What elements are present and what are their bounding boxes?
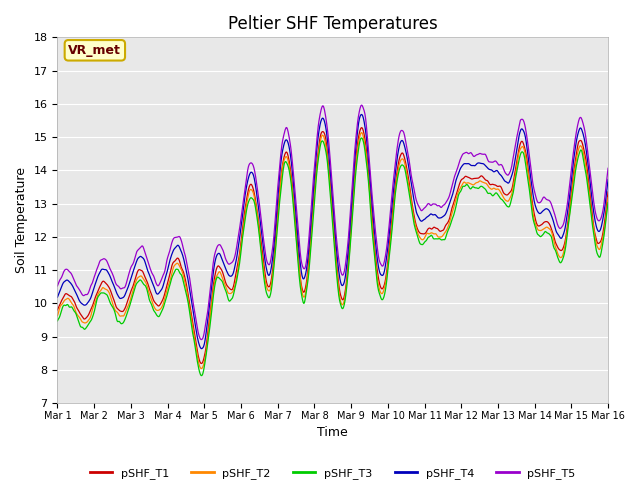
pSHF_T5 xyxy=(96,258,104,264)
pSHF_T3 xyxy=(367,220,375,226)
pSHF_T4 xyxy=(358,112,365,118)
pSHF_T2 xyxy=(309,213,317,219)
pSHF_T3 xyxy=(358,135,365,141)
pSHF_T5 xyxy=(358,102,365,108)
pSHF_T2 xyxy=(287,178,295,184)
pSHF_T1 xyxy=(358,125,365,131)
Legend: pSHF_T1, pSHF_T2, pSHF_T3, pSHF_T4, pSHF_T5: pSHF_T1, pSHF_T2, pSHF_T3, pSHF_T4, pSHF… xyxy=(85,464,580,480)
pSHF_T5 xyxy=(309,184,317,190)
pSHF_T4 xyxy=(96,269,104,275)
Line: pSHF_T1: pSHF_T1 xyxy=(58,128,608,363)
pSHF_T3 xyxy=(54,318,61,324)
Line: pSHF_T2: pSHF_T2 xyxy=(58,132,608,369)
pSHF_T2 xyxy=(367,213,375,218)
pSHF_T3 xyxy=(287,183,295,189)
pSHF_T1 xyxy=(198,360,205,366)
Y-axis label: Soil Temperature: Soil Temperature xyxy=(15,167,28,273)
pSHF_T4 xyxy=(367,194,375,200)
pSHF_T5 xyxy=(198,336,205,342)
pSHF_T2 xyxy=(198,366,205,372)
pSHF_T5 xyxy=(367,185,375,191)
pSHF_T1 xyxy=(287,174,295,180)
pSHF_T3 xyxy=(96,291,104,297)
pSHF_T3 xyxy=(118,321,126,326)
pSHF_T5 xyxy=(54,283,61,289)
pSHF_T2 xyxy=(358,130,365,135)
pSHF_T5 xyxy=(604,166,612,171)
pSHF_T1 xyxy=(299,288,307,294)
Text: VR_met: VR_met xyxy=(68,44,122,57)
Line: pSHF_T5: pSHF_T5 xyxy=(58,105,608,339)
pSHF_T3 xyxy=(309,222,317,228)
pSHF_T3 xyxy=(198,373,205,379)
Line: pSHF_T4: pSHF_T4 xyxy=(58,115,608,348)
pSHF_T1 xyxy=(96,284,104,289)
Title: Peltier SHF Temperatures: Peltier SHF Temperatures xyxy=(228,15,438,33)
pSHF_T4 xyxy=(118,295,126,301)
pSHF_T4 xyxy=(299,276,307,281)
pSHF_T1 xyxy=(118,309,126,314)
pSHF_T4 xyxy=(287,160,295,166)
pSHF_T1 xyxy=(604,189,612,195)
pSHF_T3 xyxy=(299,298,307,304)
pSHF_T4 xyxy=(198,346,205,351)
pSHF_T3 xyxy=(604,200,612,205)
pSHF_T2 xyxy=(96,288,104,294)
pSHF_T2 xyxy=(118,313,126,319)
pSHF_T1 xyxy=(54,307,61,313)
pSHF_T4 xyxy=(309,196,317,202)
pSHF_T4 xyxy=(54,294,61,300)
Line: pSHF_T3: pSHF_T3 xyxy=(58,138,608,376)
pSHF_T5 xyxy=(287,150,295,156)
pSHF_T1 xyxy=(367,205,375,211)
pSHF_T5 xyxy=(118,285,126,291)
pSHF_T2 xyxy=(299,292,307,298)
pSHF_T2 xyxy=(54,313,61,319)
pSHF_T4 xyxy=(604,177,612,182)
pSHF_T5 xyxy=(299,264,307,270)
pSHF_T1 xyxy=(309,209,317,215)
pSHF_T2 xyxy=(604,195,612,201)
X-axis label: Time: Time xyxy=(317,426,348,439)
